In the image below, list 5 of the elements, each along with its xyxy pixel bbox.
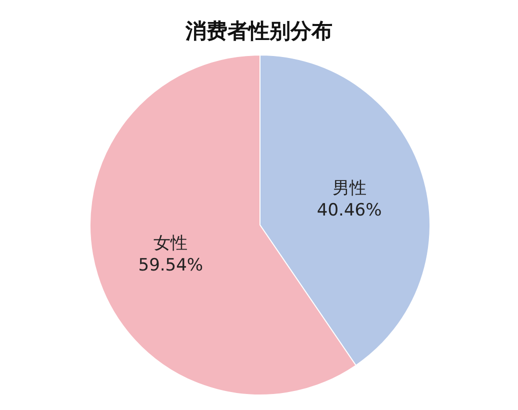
slice-label: 女性 [154, 234, 188, 254]
data-label: 59.54% [138, 256, 204, 276]
slice-label: 男性 [332, 178, 366, 198]
data-label: 40.46% [316, 200, 382, 220]
chart-title: 消费者性别分布 [184, 19, 332, 43]
